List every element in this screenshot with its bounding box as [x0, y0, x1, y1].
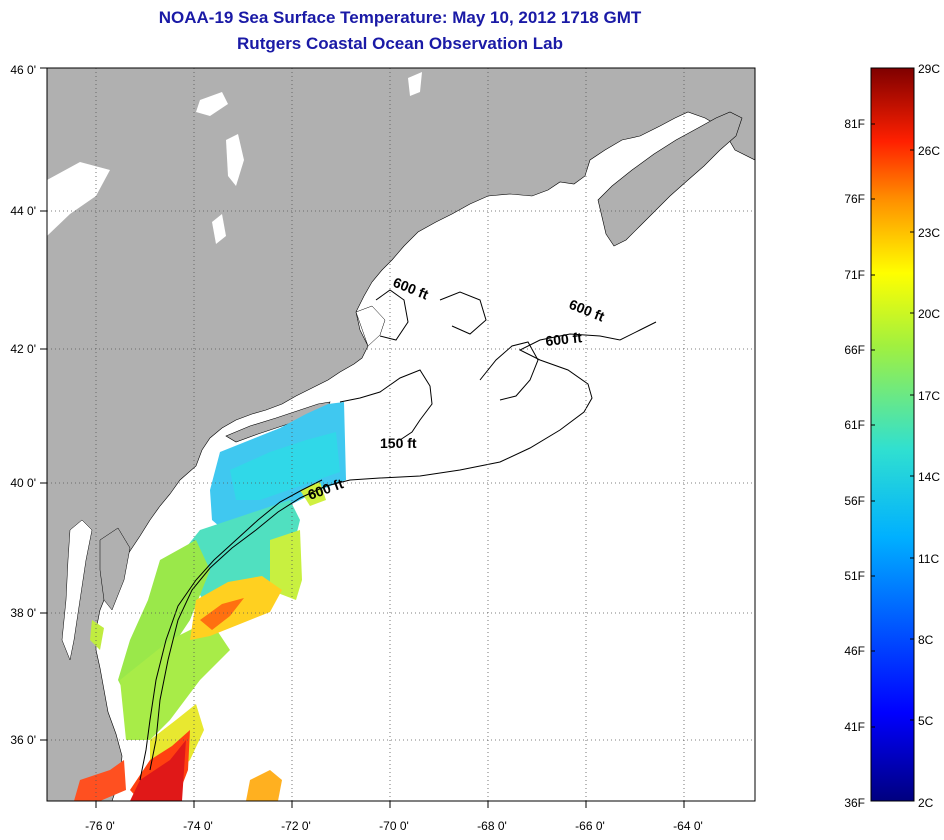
fahrenheit-label: 76F [844, 192, 865, 206]
contour-label: 150 ft [380, 435, 417, 451]
celsius-label: 26C [918, 144, 940, 158]
fahrenheit-label: 56F [844, 494, 865, 508]
lon-label: -74 0' [183, 819, 213, 833]
celsius-label: 17C [918, 389, 940, 403]
celsius-label: 29C [918, 62, 940, 76]
lon-label: -76 0' [85, 819, 115, 833]
fahrenheit-label: 41F [844, 720, 865, 734]
bathymetry-contours [139, 289, 657, 781]
fahrenheit-label: 51F [844, 569, 865, 583]
lat-label: 42 0' [10, 342, 36, 356]
lat-label: 36 0' [10, 733, 36, 747]
sst-data [74, 402, 346, 801]
map-title: NOAA-19 Sea Surface Temperature: May 10,… [158, 8, 642, 27]
lat-label: 38 0' [10, 606, 36, 620]
celsius-label: 5C [918, 714, 934, 728]
celsius-label: 23C [918, 226, 940, 240]
celsius-label: 14C [918, 470, 940, 484]
fahrenheit-label: 61F [844, 418, 865, 432]
lon-label: -64 0' [673, 819, 703, 833]
fahrenheit-label: 66F [844, 343, 865, 357]
lon-label: -68 0' [477, 819, 507, 833]
fahrenheit-label: 71F [844, 268, 865, 282]
map-subtitle: Rutgers Coastal Ocean Observation Lab [237, 34, 563, 53]
temperature-colorbar [870, 67, 915, 802]
map-frame [46, 67, 756, 802]
fahrenheit-label: 81F [844, 117, 865, 131]
celsius-label: 8C [918, 633, 934, 647]
celsius-label: 11C [918, 552, 939, 566]
lon-label: -66 0' [575, 819, 605, 833]
lat-label: 46 0' [10, 63, 36, 77]
lat-label: 40 0' [10, 476, 36, 490]
lon-label: -70 0' [379, 819, 409, 833]
lat-label: 44 0' [10, 204, 36, 218]
fahrenheit-label: 46F [844, 644, 865, 658]
contour-label: 600 ft [545, 329, 583, 349]
celsius-label: 20C [918, 307, 940, 321]
fahrenheit-label: 36F [844, 796, 865, 810]
lon-label: -72 0' [281, 819, 311, 833]
celsius-label: 2C [918, 796, 934, 810]
nova-scotia [597, 111, 743, 247]
